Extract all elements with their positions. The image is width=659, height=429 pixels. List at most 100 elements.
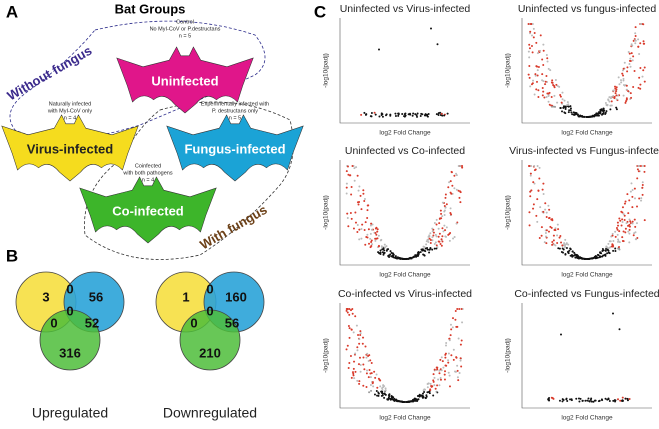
volcano-point: [384, 393, 387, 396]
volcano-point: [351, 308, 354, 310]
volcano-point: [576, 254, 579, 257]
volcano-point: [638, 197, 641, 200]
volcano-point: [396, 400, 399, 403]
volcano-point: [358, 185, 361, 188]
volcano-point: [449, 334, 452, 337]
volcano-point: [628, 397, 631, 400]
volcano-point: [426, 114, 429, 117]
volcano-point: [639, 42, 642, 45]
volcano-point: [614, 92, 617, 95]
volcano-point: [634, 35, 637, 38]
group-caption: n = 5: [179, 33, 191, 39]
volcano-point: [459, 359, 462, 362]
volcano-points: [527, 23, 646, 118]
volcano-point: [618, 328, 621, 331]
volcano-point: [616, 233, 619, 236]
volcano-point: [449, 231, 452, 234]
volcano-point: [634, 26, 637, 29]
volcano-point: [435, 113, 438, 116]
volcano-point: [397, 113, 400, 116]
volcano-point: [632, 234, 635, 237]
volcano-point: [641, 181, 644, 184]
volcano-point: [435, 244, 438, 247]
volcano-point: [373, 111, 376, 114]
volcano-point: [544, 208, 547, 211]
volcano-point: [628, 218, 631, 221]
volcano-point: [458, 372, 461, 375]
volcano-point: [357, 189, 360, 192]
volcano-point: [544, 83, 547, 86]
venn-count: 56: [225, 315, 239, 330]
volcano-point: [579, 115, 582, 118]
volcano-point: [559, 95, 562, 98]
volcano-point: [600, 108, 603, 111]
volcano-point: [630, 96, 633, 99]
volcano-point: [615, 94, 618, 97]
volcano-point: [360, 227, 363, 230]
y-axis-label: -log10(padj): [505, 338, 512, 373]
volcano-point: [639, 165, 642, 167]
volcano-point: [617, 224, 620, 227]
volcano-point: [345, 170, 348, 173]
volcano-point: [527, 73, 530, 76]
volcano-point: [581, 399, 584, 402]
volcano-point: [435, 223, 438, 226]
volcano-point: [457, 337, 460, 340]
volcano-point: [610, 100, 613, 103]
volcano-point: [383, 396, 386, 399]
volcano-point: [423, 388, 426, 391]
volcano-point: [539, 206, 542, 209]
volcano-point: [414, 399, 417, 402]
volcano-point: [642, 165, 645, 167]
volcano-point: [388, 393, 391, 396]
volcano-point: [423, 390, 426, 393]
volcano-point: [450, 192, 453, 195]
volcano-point: [538, 236, 541, 239]
venn-count: 316: [59, 345, 81, 360]
volcano-point: [634, 32, 637, 35]
group-caption: with both pathogens: [122, 170, 172, 176]
volcano-point: [623, 218, 626, 221]
volcano-point: [636, 205, 639, 208]
volcano-point: [631, 195, 634, 198]
group-name: Uninfected: [151, 73, 218, 88]
volcano-point: [426, 386, 429, 389]
volcano-point: [429, 247, 432, 250]
volcano-point: [575, 256, 578, 259]
volcano-point: [551, 79, 554, 82]
volcano-point: [573, 111, 576, 114]
volcano-point: [618, 248, 621, 251]
volcano-point: [439, 358, 442, 361]
volcano-point: [351, 371, 354, 374]
volcano-point: [626, 193, 629, 196]
volcano-point: [439, 209, 442, 212]
volcano-point: [583, 115, 586, 118]
volcano-point: [633, 232, 636, 235]
volcano-point: [433, 221, 436, 224]
volcano-point: [439, 243, 442, 246]
volcano-point: [530, 44, 533, 47]
volcano-point: [445, 203, 448, 206]
volcano-point: [449, 180, 452, 183]
volcano-point: [345, 192, 348, 195]
volcano-point: [633, 218, 636, 221]
volcano-point: [429, 389, 432, 392]
volcano-point: [631, 59, 634, 62]
volcano-point: [583, 257, 586, 260]
volcano-point: [615, 108, 618, 111]
volcano-point: [415, 399, 418, 402]
volcano-point: [386, 398, 389, 401]
volcano-point: [626, 397, 629, 400]
volcano-point: [569, 248, 572, 251]
volcano-point: [443, 210, 446, 213]
volcano-point: [613, 399, 616, 402]
volcano-point: [346, 216, 349, 219]
volcano-point: [604, 102, 607, 105]
volcano-point: [403, 400, 406, 403]
volcano-point: [377, 234, 380, 237]
volcano-point: [431, 236, 434, 239]
group-outline: [9, 20, 266, 140]
panel-label: B: [6, 246, 18, 265]
volcano-point: [443, 378, 446, 381]
volcano-point: [366, 233, 369, 236]
